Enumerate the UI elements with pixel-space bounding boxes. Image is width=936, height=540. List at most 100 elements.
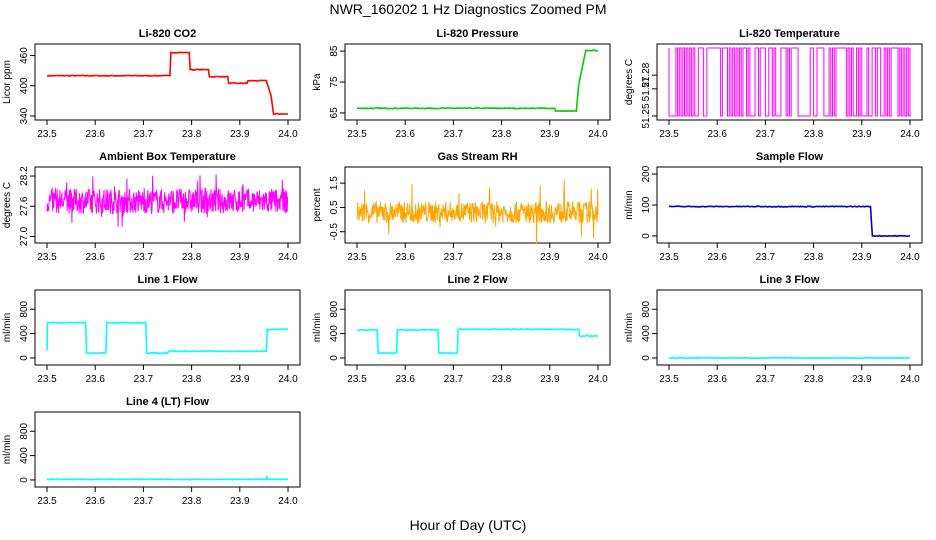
x-tick-label: 24.0 bbox=[900, 374, 920, 385]
x-tick-label: 23.5 bbox=[347, 374, 367, 385]
chart-title: Line 3 Flow bbox=[760, 274, 820, 286]
chart-panel-8: Line 2 Flow ml/min 0 400 800 23.5 23.6 23.7 23.8… bbox=[312, 274, 611, 385]
x-tick-label: 23.7 bbox=[756, 374, 776, 385]
y-tick-label: 0 bbox=[19, 355, 30, 361]
plot-frame bbox=[34, 43, 301, 121]
x-tick-label: 23.9 bbox=[540, 129, 560, 140]
y-tick-label: 65 bbox=[329, 107, 340, 119]
y-axis-label: ml/min bbox=[312, 313, 323, 342]
x-tick-label: 23.6 bbox=[707, 374, 727, 385]
x-tick-label: 23.6 bbox=[395, 252, 415, 263]
y-tick-label: 0 bbox=[641, 233, 652, 239]
x-tick-label: 23.5 bbox=[37, 129, 57, 140]
x-tick-label: 24.0 bbox=[278, 496, 298, 507]
plot-frame bbox=[34, 166, 301, 244]
y-tick-label: 85 bbox=[329, 45, 340, 57]
series-line bbox=[668, 47, 911, 117]
y-axis-label: ml/min bbox=[2, 313, 13, 342]
x-tick-label: 23.9 bbox=[230, 252, 250, 263]
x-tick-label: 23.7 bbox=[134, 496, 154, 507]
x-tick-label: 23.6 bbox=[707, 252, 727, 263]
chart-panel-6: Sample Flow ml/min 0 100 200 23.5 23.6 23.7 23.8… bbox=[624, 151, 923, 263]
x-tick-label: 23.8 bbox=[492, 129, 512, 140]
chart-panel-5: Gas Stream RH percent -0.5 0.5 1.5 23.5 23.6 23… bbox=[312, 151, 611, 263]
y-tick-label: 28.2 bbox=[19, 166, 30, 186]
x-tick-label: 23.7 bbox=[444, 252, 464, 263]
plot-frame bbox=[34, 289, 301, 366]
y-tick-label: 200 bbox=[641, 165, 652, 182]
x-tick-label: 23.6 bbox=[707, 129, 727, 140]
y-axis-label: kPa bbox=[312, 73, 323, 91]
series-line bbox=[46, 321, 289, 355]
series-line bbox=[668, 205, 911, 238]
x-tick-label: 23.8 bbox=[492, 252, 512, 263]
y-tick-label: 0 bbox=[641, 355, 652, 361]
y-axis-label: ml/min bbox=[2, 435, 13, 464]
y-tick-label: -0.5 bbox=[329, 223, 340, 241]
x-tick-label: 23.5 bbox=[347, 129, 367, 140]
y-tick-label: 0 bbox=[19, 477, 30, 483]
y-tick-label: 400 bbox=[641, 325, 652, 342]
y-tick-label: 800 bbox=[19, 300, 30, 317]
x-tick-label: 23.6 bbox=[395, 374, 415, 385]
chart-title: Ambient Box Temperature bbox=[99, 151, 236, 163]
x-tick-label: 23.8 bbox=[182, 129, 202, 140]
x-tick-label: 24.0 bbox=[900, 252, 920, 263]
plot-frame bbox=[34, 411, 301, 488]
x-tick-label: 24.0 bbox=[588, 129, 608, 140]
plot-frame bbox=[656, 43, 923, 121]
x-tick-label: 23.8 bbox=[182, 252, 202, 263]
y-tick-label: 340 bbox=[19, 107, 30, 124]
x-tick-label: 23.5 bbox=[37, 496, 57, 507]
plot-frame bbox=[656, 289, 923, 366]
x-tick-label: 24.0 bbox=[900, 129, 920, 140]
chart-title: Li-820 Temperature bbox=[739, 28, 840, 40]
y-axis-label: degrees C bbox=[2, 182, 13, 228]
y-tick-label: 460 bbox=[19, 47, 30, 64]
y-axis-label: percent bbox=[312, 188, 323, 222]
y-axis-label: Licor ppm bbox=[2, 60, 13, 104]
series-line bbox=[356, 179, 599, 244]
y-tick-label: 51.27 bbox=[641, 76, 652, 101]
x-tick-label: 23.7 bbox=[756, 252, 776, 263]
plot-frame bbox=[344, 289, 611, 366]
y-tick-label: 51.28 bbox=[641, 62, 652, 87]
x-tick-label: 23.8 bbox=[492, 374, 512, 385]
x-tick-label: 23.6 bbox=[395, 129, 415, 140]
x-tick-label: 24.0 bbox=[278, 252, 298, 263]
x-tick-label: 23.8 bbox=[804, 252, 824, 263]
chart-title: Li-820 Pressure bbox=[437, 28, 519, 40]
series-line bbox=[356, 49, 599, 113]
chart-panel-2: Li-820 Pressure kPa 65 75 85 23.5 23.6 23.7 23.8… bbox=[312, 28, 611, 140]
x-tick-label: 23.7 bbox=[134, 129, 154, 140]
x-tick-label: 23.8 bbox=[182, 496, 202, 507]
x-tick-label: 23.6 bbox=[85, 496, 105, 507]
y-tick-label: 51.25 bbox=[641, 103, 652, 128]
y-tick-label: 800 bbox=[641, 300, 652, 317]
plot-frame bbox=[344, 166, 611, 244]
series-line bbox=[46, 475, 289, 481]
y-tick-label: 0.5 bbox=[329, 200, 340, 214]
chart-title: Li-820 CO2 bbox=[139, 28, 196, 40]
x-tick-label: 23.6 bbox=[85, 129, 105, 140]
y-tick-label: 100 bbox=[641, 196, 652, 213]
x-tick-label: 23.5 bbox=[659, 252, 679, 263]
y-tick-label: 400 bbox=[19, 447, 30, 464]
y-tick-label: 400 bbox=[329, 325, 340, 342]
x-tick-label: 23.9 bbox=[540, 252, 560, 263]
x-tick-label: 24.0 bbox=[278, 374, 298, 385]
x-tick-label: 23.5 bbox=[347, 252, 367, 263]
y-tick-label: 400 bbox=[19, 325, 30, 342]
y-tick-label: 27.6 bbox=[19, 196, 30, 216]
chart-panel-10: Line 4 (LT) Flow ml/min 0 400 800 23.5 23.6 23.… bbox=[2, 396, 301, 507]
series-line bbox=[356, 328, 599, 355]
y-tick-label: 800 bbox=[19, 422, 30, 439]
chart-title: Gas Stream RH bbox=[437, 151, 517, 163]
chart-title: Sample Flow bbox=[756, 151, 824, 163]
y-axis-label: degrees C bbox=[624, 59, 635, 105]
x-tick-label: 23.7 bbox=[134, 252, 154, 263]
y-tick-label: 27.0 bbox=[19, 226, 30, 246]
x-tick-label: 23.7 bbox=[444, 129, 464, 140]
x-tick-label: 23.6 bbox=[85, 252, 105, 263]
